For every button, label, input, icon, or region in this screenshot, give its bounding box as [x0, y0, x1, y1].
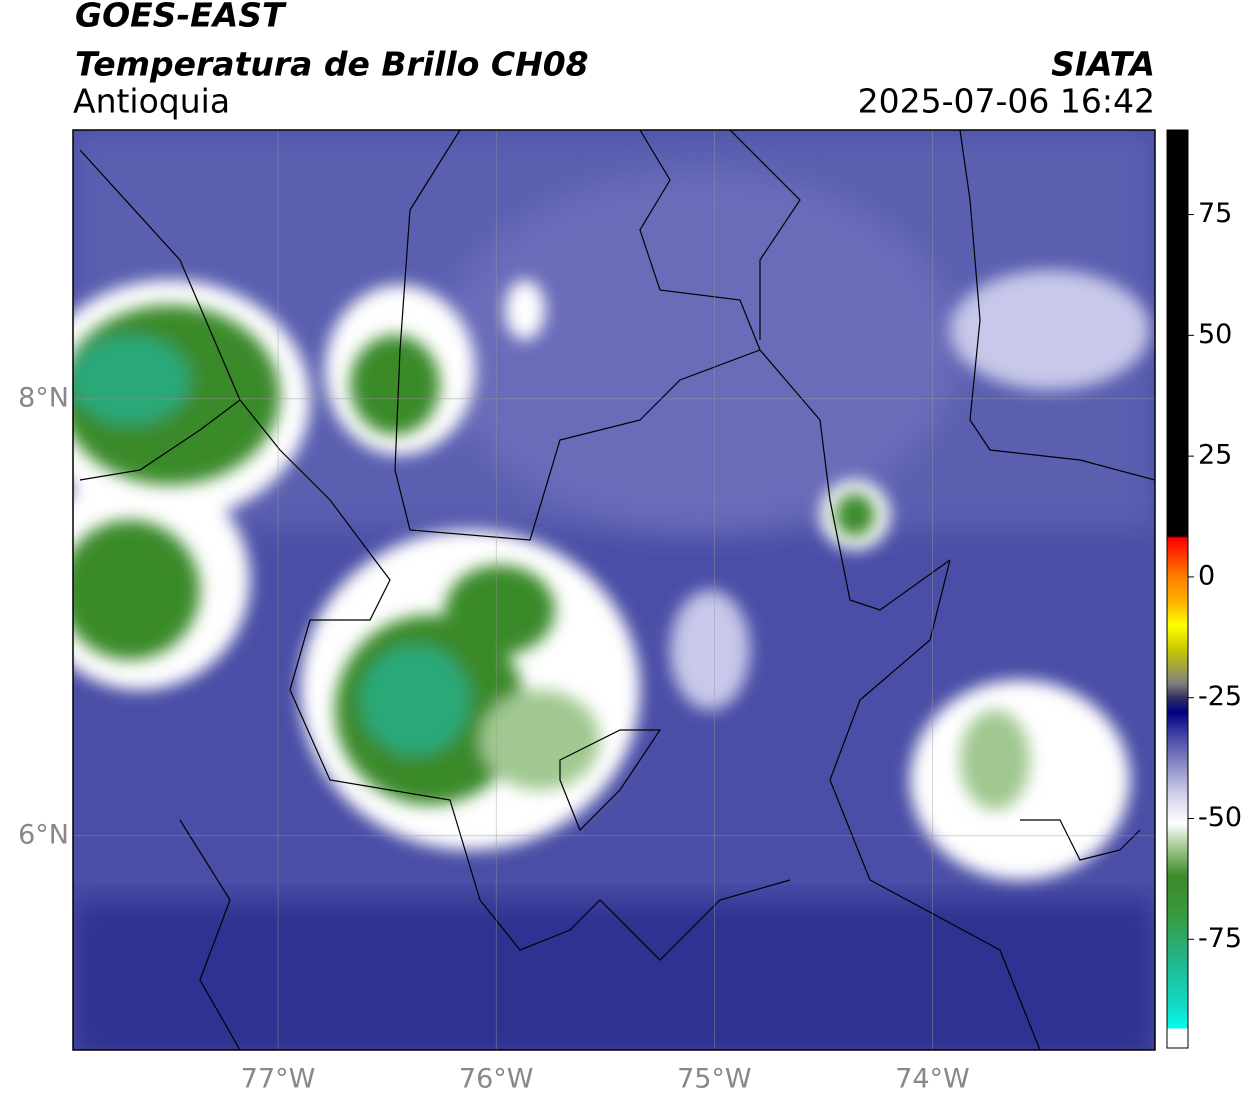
y-tick-label: 8°N: [18, 382, 69, 413]
product: Temperatura de Brillo CH08: [75, 45, 589, 84]
colorbar-tick-label: 0: [1198, 560, 1215, 591]
source: SIATA: [1051, 45, 1155, 84]
colorbar-tick-label: 25: [1198, 440, 1232, 471]
y-tick-label: 6°N: [18, 819, 69, 850]
colorbar-tick-label: 75: [1198, 198, 1232, 229]
x-tick-label: 76°W: [459, 1064, 534, 1095]
colorbar-tick-label: 50: [1198, 319, 1232, 350]
datetime: 2025-07-06 16:42: [858, 82, 1155, 121]
map-frame: [72, 129, 1156, 1051]
colorbar-tick-label: -25: [1198, 681, 1242, 712]
colorbar-tick-label: -50: [1198, 802, 1242, 833]
graticule: [73, 130, 1155, 1050]
imagery: [73, 130, 1155, 1050]
colorbar: [1166, 129, 1189, 1049]
x-tick-label: 74°W: [895, 1064, 970, 1095]
colorbar-tick-label: -75: [1198, 923, 1242, 954]
region: Antioquia: [73, 82, 230, 121]
x-tick-label: 77°W: [241, 1064, 316, 1095]
x-tick-label: 75°W: [677, 1064, 752, 1095]
satellite: GOES-EAST: [75, 0, 287, 35]
